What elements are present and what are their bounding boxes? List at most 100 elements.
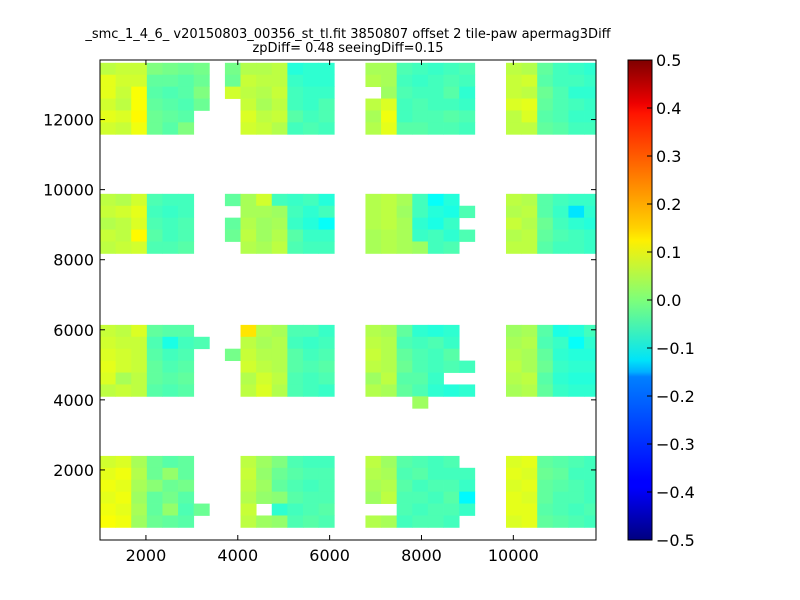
heatmap-cell	[568, 62, 585, 76]
heatmap-cell	[318, 515, 335, 528]
heatmap-cell	[287, 193, 304, 207]
colorbar-tick-label: 0.3	[656, 147, 681, 166]
heatmap-cell	[131, 217, 148, 230]
heatmap-cell	[131, 324, 148, 338]
heatmap-cell	[240, 503, 257, 516]
heatmap-cell	[412, 467, 429, 481]
colorbar-tick-label: −0.2	[656, 387, 695, 406]
heatmap-cell	[552, 455, 569, 469]
heatmap-cell	[521, 479, 538, 493]
heatmap-cell	[256, 98, 273, 111]
heatmap-cell	[178, 467, 195, 481]
heatmap-cell	[552, 491, 569, 504]
heatmap-cell	[318, 193, 335, 207]
heatmap-cell	[521, 110, 538, 123]
heatmap-cell	[100, 122, 117, 135]
heatmap-cell	[302, 336, 319, 350]
heatmap-cell	[287, 503, 304, 516]
heatmap-cell	[459, 62, 476, 76]
heatmap-cell	[146, 62, 163, 76]
heatmap-cell	[381, 360, 398, 373]
heatmap-cell	[224, 229, 241, 242]
heatmap-cell	[537, 74, 554, 88]
heatmap-cell	[427, 74, 444, 88]
heatmap-cell	[381, 467, 398, 481]
y-tick-label: 12000	[43, 111, 94, 130]
heatmap-cell	[365, 229, 382, 242]
heatmap-cell	[318, 336, 335, 350]
heatmap-cell	[162, 515, 179, 528]
heatmap-cell	[224, 74, 241, 88]
heatmap-cell	[505, 205, 522, 219]
heatmap-cell	[584, 110, 597, 123]
heatmap-cell	[318, 86, 335, 99]
heatmap-cell	[162, 491, 179, 504]
heatmap-cell	[427, 110, 444, 123]
heatmap-cell	[443, 324, 460, 338]
heatmap-cell	[552, 74, 569, 88]
heatmap-cell	[552, 348, 569, 362]
colorbar-tick-label: 0.4	[656, 99, 681, 118]
heatmap-cell	[552, 98, 569, 111]
heatmap-cell	[256, 384, 273, 397]
heatmap-cell	[396, 110, 413, 123]
heatmap-cell	[505, 360, 522, 373]
heatmap-cell	[131, 348, 148, 362]
x-tick-label: 8000	[401, 546, 442, 565]
heatmap-cell	[271, 372, 288, 385]
heatmap-cell	[115, 86, 132, 99]
heatmap-cell	[302, 503, 319, 516]
heatmap-cell	[521, 229, 538, 242]
heatmap-cell	[302, 193, 319, 207]
heatmap-cell	[100, 503, 117, 516]
heatmap-cell	[568, 241, 585, 254]
heatmap-cell	[271, 193, 288, 207]
heatmap-cell	[318, 205, 335, 219]
heatmap-cell	[505, 503, 522, 516]
heatmap-cell	[100, 205, 117, 219]
heatmap-cell	[131, 467, 148, 481]
heatmap-cell	[100, 324, 117, 338]
heatmap-cell	[302, 467, 319, 481]
heatmap-cell	[131, 229, 148, 242]
heatmap-cell	[427, 479, 444, 493]
heatmap-cell	[381, 336, 398, 350]
heatmap-cell	[115, 491, 132, 504]
heatmap-cell	[287, 467, 304, 481]
colorbar-tick-label: 0.5	[656, 51, 681, 70]
heatmap-cell	[100, 360, 117, 373]
heatmap-cell	[381, 384, 398, 397]
heatmap-cell	[178, 229, 195, 242]
heatmap-cell	[302, 348, 319, 362]
heatmap-cell	[287, 62, 304, 76]
heatmap-cell	[396, 98, 413, 111]
heatmap-cell	[521, 205, 538, 219]
heatmap-cell	[537, 98, 554, 111]
chart-title-line-1: _smc_1_4_6_ v20150803_00356_st_tl.fit 38…	[84, 27, 611, 42]
heatmap-cell	[271, 229, 288, 242]
heatmap-cell	[302, 229, 319, 242]
heatmap-cell	[256, 110, 273, 123]
heatmap-cell	[552, 122, 569, 135]
heatmap-cell	[459, 467, 476, 481]
heatmap-cell	[131, 98, 148, 111]
heatmap-cell	[396, 503, 413, 516]
heatmap-cell	[193, 86, 210, 99]
heatmap-cell	[178, 372, 195, 385]
heatmap-cell	[256, 62, 273, 76]
heatmap-cell	[318, 122, 335, 135]
heatmap-cell	[131, 205, 148, 219]
heatmap-cell	[584, 217, 597, 230]
heatmap-cell	[396, 455, 413, 469]
heatmap-cell	[505, 217, 522, 230]
heatmap-cell	[287, 491, 304, 504]
heatmap-cell	[287, 122, 304, 135]
heatmap-cell	[318, 98, 335, 111]
heatmap-cell	[224, 62, 241, 76]
heatmap-cell	[584, 74, 597, 88]
heatmap-cell	[412, 396, 429, 409]
heatmap-cell	[537, 205, 554, 219]
heatmap-cell	[584, 515, 597, 528]
heatmap-cell	[178, 348, 195, 362]
heatmap-cell	[178, 324, 195, 338]
